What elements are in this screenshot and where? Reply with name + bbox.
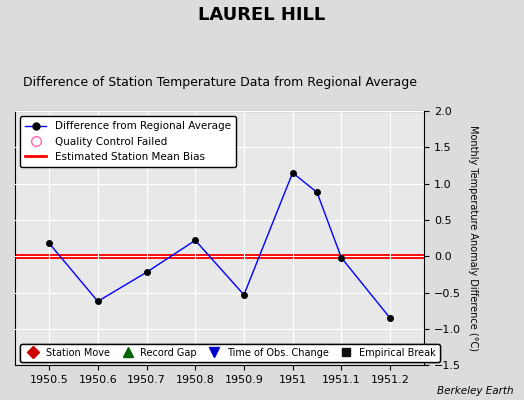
Text: Berkeley Earth: Berkeley Earth: [437, 386, 514, 396]
Text: LAUREL HILL: LAUREL HILL: [199, 6, 325, 24]
Title: Difference of Station Temperature Data from Regional Average: Difference of Station Temperature Data f…: [23, 76, 417, 89]
Legend: Station Move, Record Gap, Time of Obs. Change, Empirical Break: Station Move, Record Gap, Time of Obs. C…: [20, 344, 440, 362]
Y-axis label: Monthly Temperature Anomaly Difference (°C): Monthly Temperature Anomaly Difference (…: [467, 125, 477, 351]
